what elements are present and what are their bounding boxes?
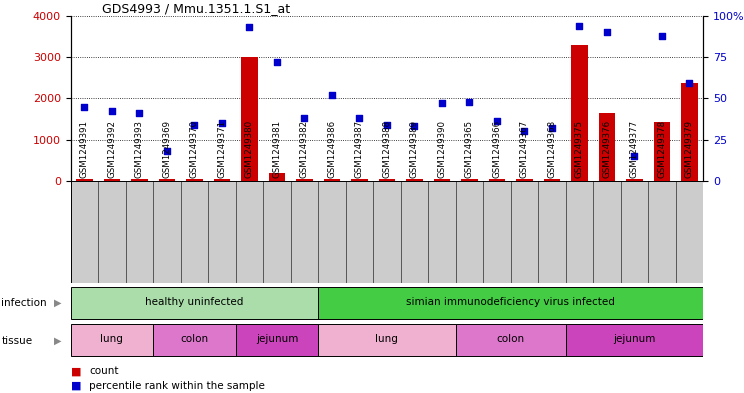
Bar	[324, 179, 340, 181]
Text: jejunum: jejunum	[613, 334, 655, 344]
Point	[298, 115, 310, 121]
Bar	[241, 57, 257, 181]
Bar	[76, 179, 93, 181]
Point	[436, 100, 448, 107]
Point	[629, 153, 641, 159]
Text: ■: ■	[71, 366, 81, 376]
Bar	[571, 46, 588, 181]
Bar	[626, 179, 643, 181]
Text: jejunum: jejunum	[256, 334, 298, 344]
Bar	[131, 179, 147, 181]
Point	[684, 80, 696, 86]
Point	[243, 24, 255, 30]
Point	[326, 92, 338, 98]
Bar	[71, 324, 153, 356]
Bar	[158, 179, 175, 181]
Bar	[544, 179, 560, 181]
Bar	[434, 179, 450, 181]
Text: lung: lung	[100, 334, 124, 344]
Point	[106, 108, 118, 115]
Point	[188, 121, 200, 128]
Bar	[214, 179, 230, 181]
Point	[353, 115, 365, 121]
Bar	[406, 179, 423, 181]
Bar	[516, 179, 533, 181]
Point	[491, 118, 503, 125]
Text: lung: lung	[376, 334, 398, 344]
Text: simian immunodeficiency virus infected: simian immunodeficiency virus infected	[406, 297, 615, 307]
Point	[133, 110, 145, 116]
Bar	[236, 324, 318, 356]
Point	[656, 32, 668, 39]
Point	[519, 128, 530, 134]
Bar	[318, 324, 455, 356]
Point	[574, 22, 586, 29]
Bar	[379, 179, 395, 181]
Bar	[681, 83, 698, 181]
Point	[78, 103, 90, 110]
Bar	[489, 179, 505, 181]
Bar	[461, 179, 478, 181]
Point	[464, 98, 475, 105]
Point	[408, 123, 420, 129]
Bar	[653, 122, 670, 181]
Text: tissue: tissue	[1, 336, 33, 346]
Point	[601, 29, 613, 35]
Text: colon: colon	[496, 334, 525, 344]
Bar	[455, 324, 565, 356]
Bar	[103, 179, 121, 181]
Text: infection: infection	[1, 298, 47, 308]
Bar	[318, 287, 703, 318]
Bar	[351, 179, 368, 181]
Bar	[565, 324, 703, 356]
Point	[271, 59, 283, 65]
Bar	[153, 324, 236, 356]
Text: count: count	[89, 366, 119, 376]
Bar	[296, 179, 312, 181]
Text: ▶: ▶	[54, 336, 62, 346]
Bar	[186, 179, 202, 181]
Point	[216, 120, 228, 126]
Text: colon: colon	[180, 334, 208, 344]
Bar	[269, 173, 285, 181]
Text: percentile rank within the sample: percentile rank within the sample	[89, 381, 265, 391]
Text: ▶: ▶	[54, 298, 62, 308]
Text: ■: ■	[71, 381, 81, 391]
Text: healthy uninfected: healthy uninfected	[145, 297, 243, 307]
Text: GDS4993 / Mmu.1351.1.S1_at: GDS4993 / Mmu.1351.1.S1_at	[103, 2, 290, 15]
Point	[546, 125, 558, 131]
Bar	[599, 113, 615, 181]
Point	[161, 148, 173, 154]
Point	[381, 121, 393, 128]
Bar	[71, 287, 318, 318]
